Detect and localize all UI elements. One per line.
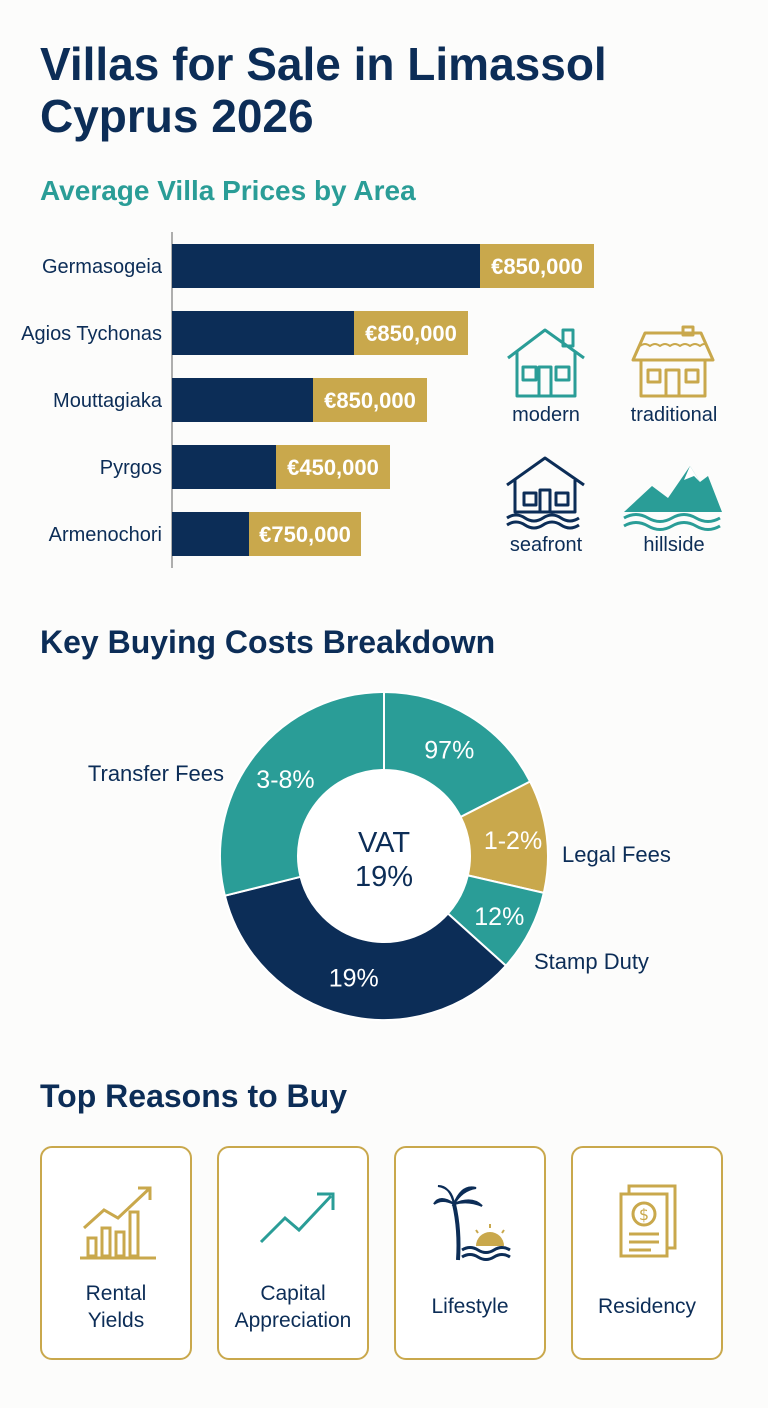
- seafront-house-icon: [506, 456, 585, 530]
- donut-slice-label: Transfer Fees: [88, 761, 224, 786]
- reason-card-rental-yields: Rental Yields: [40, 1146, 192, 1360]
- bar-3: [172, 445, 276, 489]
- donut-chart-title: Key Buying Costs Breakdown: [40, 624, 496, 660]
- bar-label-bg-3: [276, 445, 390, 489]
- villa-type-icons: [506, 325, 722, 531]
- document-dollar-icon: $: [619, 1184, 677, 1258]
- trend-arrow-icon: [259, 1192, 335, 1244]
- villa-type-label-hillside: hillside: [643, 534, 705, 556]
- donut-value-label: 1-2%: [484, 827, 542, 855]
- reason-label: Lifestyle: [431, 1295, 509, 1318]
- bar-category-label: Mouttagiaka: [53, 390, 163, 412]
- donut-value-label: 3-8%: [256, 766, 314, 794]
- donut-slice-label: Legal Fees: [562, 842, 671, 867]
- donut-value-label: 97%: [424, 736, 474, 764]
- reason-card-residency: $ Residency: [571, 1146, 723, 1360]
- price-bar-chart: Germasogeia €850,000 Agios Tychonas €850,00…: [21, 232, 594, 568]
- palm-sunset-icon: [433, 1185, 511, 1261]
- donut-center-label: VAT: [358, 827, 410, 859]
- bar-2: [172, 378, 313, 422]
- donut-value-label: 19%: [329, 964, 379, 992]
- reason-card-lifestyle: Lifestyle: [394, 1146, 546, 1360]
- bar-label-bg-4: [249, 512, 361, 556]
- page-title: Villas for Sale in Limassol Cyprus 2026: [40, 38, 607, 142]
- donut-slice-3: [223, 875, 508, 1021]
- bar-label-bg-0: [480, 244, 594, 288]
- villa-type-label-traditional: traditional: [630, 404, 718, 426]
- bar-value-label: €450,000: [287, 455, 379, 480]
- donut-slice-1: [459, 780, 549, 895]
- bar-category-label: Armenochori: [49, 524, 162, 546]
- svg-text:$: $: [639, 1205, 649, 1224]
- modern-house-icon: [507, 328, 585, 398]
- donut-hole: [298, 770, 470, 942]
- bar-4: [172, 512, 249, 556]
- villa-type-label-seafront: seafront: [509, 534, 583, 556]
- bar-value-label: €750,000: [259, 522, 351, 547]
- reasons-title: Top Reasons to Buy: [40, 1078, 347, 1114]
- donut-slice-2: [446, 874, 545, 968]
- villa-type-label-modern: modern: [512, 404, 580, 426]
- donut-slice-label: Stamp Duty: [534, 949, 649, 974]
- reason-label: Capital Appreciation: [234, 1282, 352, 1332]
- reason-card-capital-appreciation: Capital Appreciation: [217, 1146, 369, 1360]
- reason-label: Rental Yields: [85, 1282, 147, 1332]
- bar-0: [172, 244, 480, 288]
- bar-category-label: Germasogeia: [42, 256, 163, 278]
- bar-label-bg-2: [313, 378, 427, 422]
- bar-value-label: €850,000: [365, 321, 457, 346]
- reason-label: Residency: [597, 1295, 697, 1318]
- donut-slice-4: [219, 690, 385, 897]
- bar-growth-icon: [80, 1186, 156, 1260]
- bar-chart-title: Average Villa Prices by Area: [40, 175, 416, 206]
- donut-value-label: 12%: [474, 903, 524, 931]
- bar-value-label: €850,000: [491, 254, 583, 279]
- bar-value-label: €850,000: [324, 388, 416, 413]
- bar-label-bg-1: [354, 311, 468, 355]
- bar-category-label: Agios Tychonas: [21, 323, 162, 345]
- traditional-house-icon: [631, 325, 715, 398]
- donut-center-label: 19%: [355, 861, 413, 893]
- donut-slice-0: [383, 690, 532, 819]
- bar-category-label: Pyrgos: [100, 457, 162, 479]
- bar-1: [172, 311, 354, 355]
- mountain-icon: [623, 466, 722, 531]
